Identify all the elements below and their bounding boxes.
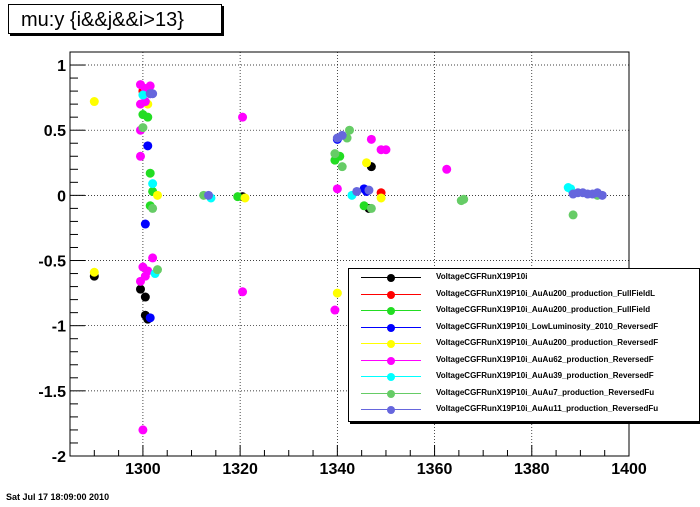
legend-label: VoltageCGFRunX19P10i <box>436 272 528 281</box>
y-tick-label: -0.5 <box>38 254 66 271</box>
data-point-series-3 <box>145 168 155 178</box>
legend-marker <box>387 406 395 414</box>
data-point-series-9 <box>364 185 374 195</box>
y-tick-label: 1 <box>57 58 66 75</box>
legend-marker <box>387 274 395 282</box>
data-point-series-9 <box>597 190 607 200</box>
data-point-series-6 <box>135 276 145 286</box>
data-point-series-6 <box>238 112 248 122</box>
data-point-series-6 <box>442 164 452 174</box>
data-point-series-8 <box>337 162 347 172</box>
legend-entry: VoltageCGFRunX19P10i_AuAu200_production_… <box>349 287 699 303</box>
legend: VoltageCGFRunX19P10i VoltageCGFRunX19P10i… <box>348 268 700 422</box>
data-point-series-5 <box>362 158 372 168</box>
data-point-series-8 <box>568 210 578 220</box>
data-point-series-3 <box>233 192 243 202</box>
x-tick-label: 1400 <box>611 461 647 478</box>
data-point-series-9 <box>352 186 362 196</box>
y-tick-label: -1 <box>52 319 66 336</box>
legend-entry: VoltageCGFRunX19P10i_AuAu7_production_Re… <box>349 386 699 402</box>
data-point-series-7 <box>138 90 148 100</box>
axis-ticks: 1300 1320 1340 1360 1380 1400 1 0.5 0 -0.5 -1 -1.5 -… <box>38 51 647 478</box>
legend-entry: VoltageCGFRunX19P10i_AuAu39_production_R… <box>349 369 699 385</box>
legend-label: VoltageCGFRunX19P10i_LowLuminosity_2010_… <box>436 321 659 331</box>
y-tick-label: 0.5 <box>44 123 66 140</box>
data-point-series-7 <box>563 183 573 193</box>
legend-marker <box>387 356 395 365</box>
data-point-series-6 <box>148 253 158 263</box>
data-point-series-5 <box>332 288 342 298</box>
legend-marker <box>387 340 395 348</box>
data-point-series-8 <box>366 203 376 213</box>
legend-label: VoltageCGFRunX19P10i_AuAu11_production_R… <box>436 404 659 413</box>
data-point-series-5 <box>152 190 162 200</box>
legend-label: VoltageCGFRunX19P10i_AuAu200_production_… <box>436 305 651 314</box>
legend-label: VoltageCGFRunX19P10i_AuAu7_production_Re… <box>436 387 655 397</box>
legend-entry: VoltageCGFRunX19P10i <box>349 270 699 286</box>
data-point-series-6 <box>138 425 148 435</box>
legend-entry: VoltageCGFRunX19P10i_AuAu62_production_R… <box>349 353 699 369</box>
data-point-series-8 <box>330 149 340 159</box>
legend-marker <box>387 373 395 381</box>
legend-marker <box>387 323 395 332</box>
y-tick-label: -2 <box>52 449 66 466</box>
data-point-series-9 <box>337 130 347 140</box>
data-point-series-9 <box>204 190 214 200</box>
data-point-series-4 <box>143 141 153 151</box>
data-point-series-9 <box>148 89 158 99</box>
legend-marker <box>387 307 395 315</box>
data-point-series-6 <box>366 134 376 144</box>
legend-marker <box>387 290 395 299</box>
legend-entry: VoltageCGFRunX19P10i_AuAu200_production_… <box>349 336 699 352</box>
data-point-series-6 <box>135 151 145 161</box>
legend-entry: VoltageCGFRunX19P10i_LowLuminosity_2010_… <box>349 320 699 336</box>
data-point-series-1 <box>135 284 145 294</box>
data-point-series-6 <box>145 81 155 91</box>
data-point-series-5 <box>376 193 386 203</box>
chart-title: mu:y {i&&j&&i>13} <box>21 9 184 31</box>
chart-title-box: mu:y {i&&j&&i>13} <box>8 4 222 34</box>
data-point-series-7 <box>148 179 158 189</box>
data-point-series-1 <box>140 292 150 302</box>
data-point-series-6 <box>330 305 340 315</box>
legend-label: VoltageCGFRunX19P10i_AuAu200_production_… <box>436 338 659 347</box>
timestamp: Sat Jul 17 18:09:00 2010 <box>6 492 110 502</box>
data-point-series-6 <box>143 266 153 276</box>
x-tick-label: 1360 <box>417 461 453 478</box>
legend-marker <box>387 389 395 398</box>
data-point-series-3 <box>359 201 369 211</box>
legend-label: VoltageCGFRunX19P10i_AuAu39_production_R… <box>436 371 654 380</box>
y-tick-label: 0 <box>57 188 66 205</box>
data-point-series-6 <box>332 184 342 194</box>
data-point-series-5 <box>240 193 250 203</box>
y-tick-label: -1.5 <box>38 384 66 401</box>
x-tick-label: 1380 <box>514 461 550 478</box>
legend-label: VoltageCGFRunX19P10i_AuAu200_production_… <box>436 288 655 298</box>
data-point-series-6 <box>381 145 391 155</box>
data-point-series-8 <box>459 194 469 204</box>
data-point-series-8 <box>148 203 158 213</box>
x-tick-label: 1320 <box>222 461 258 478</box>
data-point-series-5 <box>89 97 99 107</box>
data-point-series-8 <box>138 123 148 133</box>
data-point-series-4 <box>145 313 155 323</box>
legend-label: VoltageCGFRunX19P10i_AuAu62_production_R… <box>436 354 654 364</box>
legend-entry: VoltageCGFRunX19P10i_AuAu200_production_… <box>349 303 699 319</box>
data-point-series-4 <box>140 219 150 229</box>
legend-entry: VoltageCGFRunX19P10i_AuAu11_production_R… <box>349 402 699 418</box>
data-point-series-8 <box>345 125 354 135</box>
data-point-series-3 <box>143 112 153 122</box>
data-point-series-6 <box>238 287 248 297</box>
data-points <box>89 80 607 435</box>
x-tick-label: 1340 <box>320 461 356 478</box>
plot-frame <box>69 51 630 457</box>
data-point-series-8 <box>152 265 162 275</box>
data-point-series-5 <box>89 267 99 277</box>
x-tick-label: 1300 <box>125 461 161 478</box>
